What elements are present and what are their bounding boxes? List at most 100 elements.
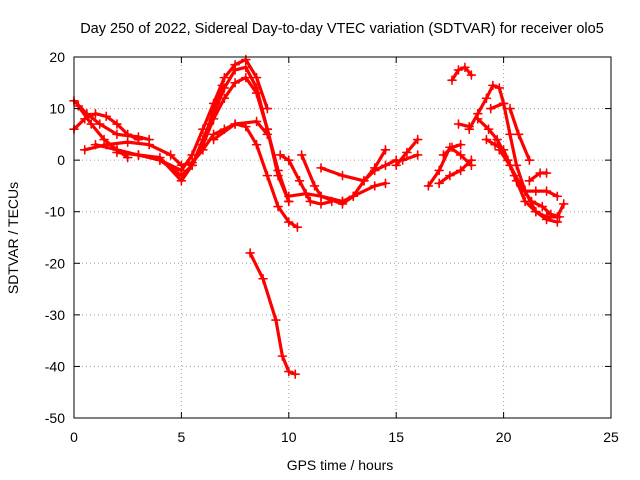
data-point (284, 366, 294, 377)
data-point (554, 212, 565, 222)
series-s28 (524, 168, 552, 186)
data-point (251, 116, 262, 127)
data-point (505, 129, 515, 140)
series-line (340, 158, 398, 203)
data-point (490, 139, 500, 150)
data-point (79, 145, 90, 155)
data-point (453, 119, 464, 129)
data-point (204, 119, 215, 129)
data-point (541, 214, 552, 225)
data-point (483, 124, 494, 134)
data-point (99, 134, 109, 145)
data-point (230, 77, 240, 88)
data-point (277, 351, 288, 361)
data-point (251, 72, 262, 83)
data-point (165, 150, 176, 160)
data-point (423, 181, 434, 191)
data-point (447, 75, 457, 86)
data-point (316, 163, 326, 173)
x-tick-label: 0 (70, 429, 78, 445)
series-s19 (434, 155, 477, 189)
data-point (284, 191, 294, 202)
data-point (380, 160, 391, 171)
data-point (558, 199, 569, 209)
grid (74, 57, 611, 418)
data-point (445, 170, 455, 181)
y-axis-label: SDTVAR / TECUs (5, 182, 21, 294)
series-s13 (296, 150, 348, 207)
data-point (453, 65, 464, 75)
data-point (391, 160, 401, 171)
y-tick-label: -30 (45, 307, 65, 323)
series-line (212, 119, 269, 142)
data-point (464, 124, 475, 134)
x-tick-label: 25 (603, 429, 619, 445)
data-point (144, 139, 154, 150)
series-line (467, 83, 566, 219)
data-point (455, 139, 466, 150)
data-point (208, 134, 219, 145)
data-point (198, 124, 208, 134)
data-point (498, 98, 509, 109)
y-tick-label: 0 (57, 152, 65, 168)
data-point (245, 248, 255, 258)
data-point (359, 175, 369, 186)
data-point (531, 186, 541, 196)
data-point (284, 217, 294, 227)
data-point (473, 114, 483, 124)
x-axis-ticks: 0 5 10 15 20 25 (70, 57, 619, 445)
data-point (305, 196, 316, 207)
data-point (284, 155, 294, 165)
data-point (412, 134, 423, 145)
series-line (319, 148, 388, 183)
data-point (505, 103, 515, 114)
y-tick-label: -40 (45, 358, 65, 374)
data-point (101, 111, 112, 122)
series-s26 (494, 145, 565, 222)
data-point (90, 108, 101, 119)
series-s14 (316, 145, 391, 186)
data-point (481, 93, 492, 104)
data-point (455, 150, 466, 160)
series-s27 (505, 103, 535, 165)
data-point (271, 315, 281, 325)
data-point (481, 134, 492, 145)
data-point (380, 145, 391, 155)
data-point (369, 165, 380, 176)
y-tick-label: -50 (45, 410, 65, 426)
data-point (524, 155, 535, 165)
series-s15 (337, 155, 401, 207)
series-line (401, 153, 420, 162)
data-point (217, 80, 228, 91)
data-point (397, 155, 408, 165)
data-point (447, 142, 457, 153)
series-s16 (391, 134, 423, 171)
data-point (316, 191, 326, 202)
data-point (494, 145, 505, 155)
data-point (434, 178, 444, 189)
data-point (187, 150, 197, 160)
series-line (300, 153, 345, 203)
data-point (552, 217, 563, 227)
data-point (492, 134, 502, 145)
data-point (230, 119, 240, 129)
data-point (241, 62, 251, 73)
data-point (402, 147, 412, 158)
data-point (262, 170, 273, 181)
data-point (515, 181, 526, 191)
series-line (527, 171, 549, 183)
data-point (434, 165, 444, 176)
y-tick-label: 20 (49, 49, 65, 65)
series-s29 (485, 98, 509, 114)
data-point (337, 170, 348, 181)
data-point (494, 83, 505, 93)
data-point (176, 175, 187, 186)
data-point (241, 72, 251, 83)
series-s09 (208, 116, 273, 145)
data-point (262, 103, 273, 114)
data-point (112, 119, 122, 129)
data-point (198, 139, 208, 150)
data-point (273, 170, 283, 181)
data-point (505, 160, 515, 171)
